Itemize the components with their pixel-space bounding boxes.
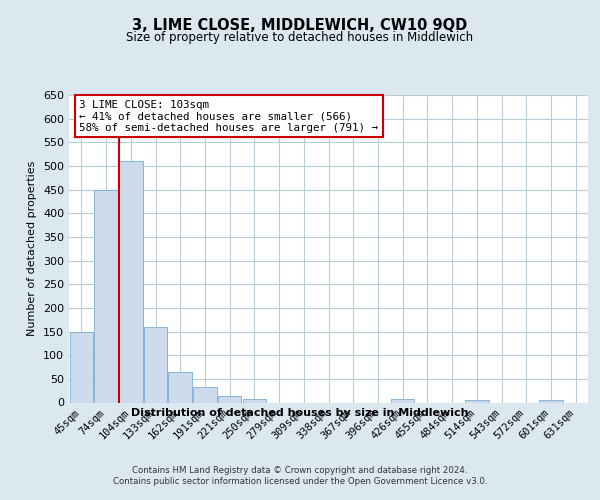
Bar: [144, 327, 167, 402]
Bar: [70, 332, 93, 402]
Text: 3, LIME CLOSE, MIDDLEWICH, CW10 9QD: 3, LIME CLOSE, MIDDLEWICH, CW10 9QD: [133, 18, 467, 32]
Text: Contains HM Land Registry data © Crown copyright and database right 2024.: Contains HM Land Registry data © Crown c…: [132, 466, 468, 475]
Bar: [391, 398, 415, 402]
Bar: [242, 398, 266, 402]
Text: Size of property relative to detached houses in Middlewich: Size of property relative to detached ho…: [127, 31, 473, 44]
Bar: [94, 190, 118, 402]
Bar: [539, 400, 563, 402]
Text: Distribution of detached houses by size in Middlewich: Distribution of detached houses by size …: [131, 408, 469, 418]
Bar: [218, 396, 241, 402]
Bar: [193, 388, 217, 402]
Text: 3 LIME CLOSE: 103sqm
← 41% of detached houses are smaller (566)
58% of semi-deta: 3 LIME CLOSE: 103sqm ← 41% of detached h…: [79, 100, 379, 133]
Bar: [465, 400, 488, 402]
Y-axis label: Number of detached properties: Number of detached properties: [28, 161, 37, 336]
Bar: [119, 161, 143, 402]
Bar: [169, 372, 192, 402]
Text: Contains public sector information licensed under the Open Government Licence v3: Contains public sector information licen…: [113, 477, 487, 486]
